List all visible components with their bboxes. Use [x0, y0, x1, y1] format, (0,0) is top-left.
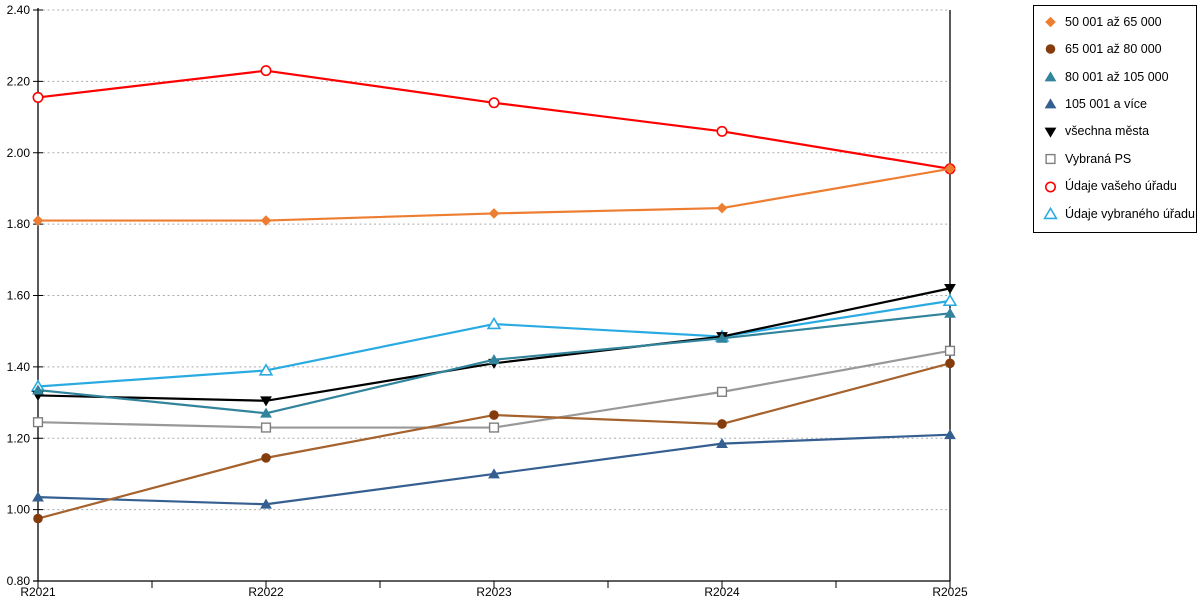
marker-triangle-down: [260, 396, 272, 407]
series-line: [36, 299, 952, 388]
marker-diamond: [944, 163, 956, 175]
legend-marker-triangle-down: [1044, 127, 1057, 138]
marker-square: [32, 417, 44, 428]
legend-item-label: Vybraná PS: [1065, 151, 1132, 166]
marker-square: [260, 422, 272, 433]
marker-circle: [260, 65, 272, 77]
marker-diamond: [260, 215, 272, 226]
legend-item: 65 001 až 80 000: [1043, 42, 1191, 56]
marker-circle: [1045, 181, 1056, 193]
legend-item-label: všechna města: [1065, 124, 1150, 139]
marker-triangle-up: [1043, 206, 1058, 220]
legend-marker-triangle-up: [1044, 71, 1057, 82]
y-tick-label: 1.00: [7, 503, 31, 517]
marker-square: [944, 345, 956, 356]
legend-item: 80 001 až 105 000: [1043, 70, 1191, 84]
marker-square: [1045, 154, 1056, 165]
legend-item-label: 65 001 až 80 000: [1065, 42, 1162, 57]
legend-item: Údaje vašeho úřadu: [1043, 180, 1191, 194]
marker-diamond: [32, 215, 44, 226]
marker-circle: [488, 97, 500, 109]
marker-triangle-up: [260, 498, 272, 509]
series-line: [36, 69, 952, 170]
legend-item: Údaje vybraného úřadu: [1043, 206, 1195, 221]
legend-marker-square: [1045, 154, 1056, 165]
legend-item: 105 001 a více: [1043, 97, 1191, 111]
legend-item-label: Údaje vybraného úřadu: [1065, 206, 1195, 221]
y-tick-label: 0.80: [7, 574, 31, 588]
legend-marker-circle: [1045, 44, 1056, 55]
marker-triangle-up: [488, 354, 500, 365]
legend-marker-triangle-up: [1043, 206, 1058, 220]
marker-circle: [716, 125, 728, 137]
marker-triangle-up: [260, 407, 272, 418]
y-tick-label: 1.20: [7, 431, 31, 445]
y-tick-label: 1.80: [7, 217, 31, 231]
legend-marker-circle: [1045, 181, 1056, 193]
x-tick-label: R2023: [476, 585, 512, 599]
marker-square: [488, 422, 500, 433]
marker-triangle-down: [1044, 127, 1057, 138]
marker-triangle-up: [944, 307, 956, 318]
series-line: [36, 287, 952, 402]
marker-triangle-up: [944, 429, 956, 440]
legend-item: 50 001 až 65 000: [1043, 15, 1191, 29]
marker-circle: [261, 453, 271, 463]
marker-triangle-up: [486, 316, 502, 330]
legend-marker-triangle-up: [1044, 98, 1057, 109]
marker-triangle-down: [944, 283, 956, 294]
marker-circle: [32, 91, 44, 103]
marker-circle: [33, 513, 43, 524]
marker-triangle-up: [1044, 98, 1057, 109]
legend-item: všechna města: [1043, 125, 1191, 139]
legend-item-label: Údaje vašeho úřadu: [1065, 179, 1177, 194]
marker-circle: [1045, 44, 1056, 55]
legend-item: Vybraná PS: [1043, 152, 1191, 166]
marker-square: [716, 386, 728, 397]
y-tick-label: 1.60: [7, 289, 31, 303]
marker-triangle-up: [716, 438, 728, 449]
chart-legend: 50 001 až 65 000 65 001 až 80 000 80 001 a…: [1033, 5, 1197, 233]
marker-triangle-up: [32, 491, 44, 502]
marker-circle: [945, 358, 955, 369]
marker-triangle-up: [942, 293, 958, 307]
legend-item-label: 105 001 a více: [1065, 97, 1148, 112]
marker-triangle-up: [258, 363, 274, 376]
marker-diamond: [716, 202, 728, 214]
marker-diamond: [488, 208, 500, 219]
y-tick-label: 2.40: [7, 3, 31, 17]
y-tick-label: 2.00: [7, 146, 31, 160]
legend-marker-diamond: [1045, 16, 1056, 28]
x-tick-label: R2025: [932, 585, 968, 599]
marker-circle: [489, 410, 499, 420]
x-tick-label: R2024: [704, 585, 740, 599]
legend-item-label: 50 001 až 65 000: [1065, 14, 1162, 29]
marker-triangle-up: [1044, 71, 1057, 82]
marker-diamond: [1045, 16, 1056, 28]
x-tick-label: R2022: [248, 585, 284, 599]
marker-triangle-up: [488, 468, 500, 479]
marker-triangle-up: [32, 384, 44, 395]
marker-circle: [717, 419, 727, 429]
y-tick-label: 2.20: [7, 74, 31, 88]
marker-triangle-up: [716, 332, 728, 343]
x-tick-label: R2021: [20, 585, 56, 599]
y-tick-label: 1.40: [7, 360, 31, 374]
legend-item-label: 80 001 až 105 000: [1065, 69, 1169, 84]
